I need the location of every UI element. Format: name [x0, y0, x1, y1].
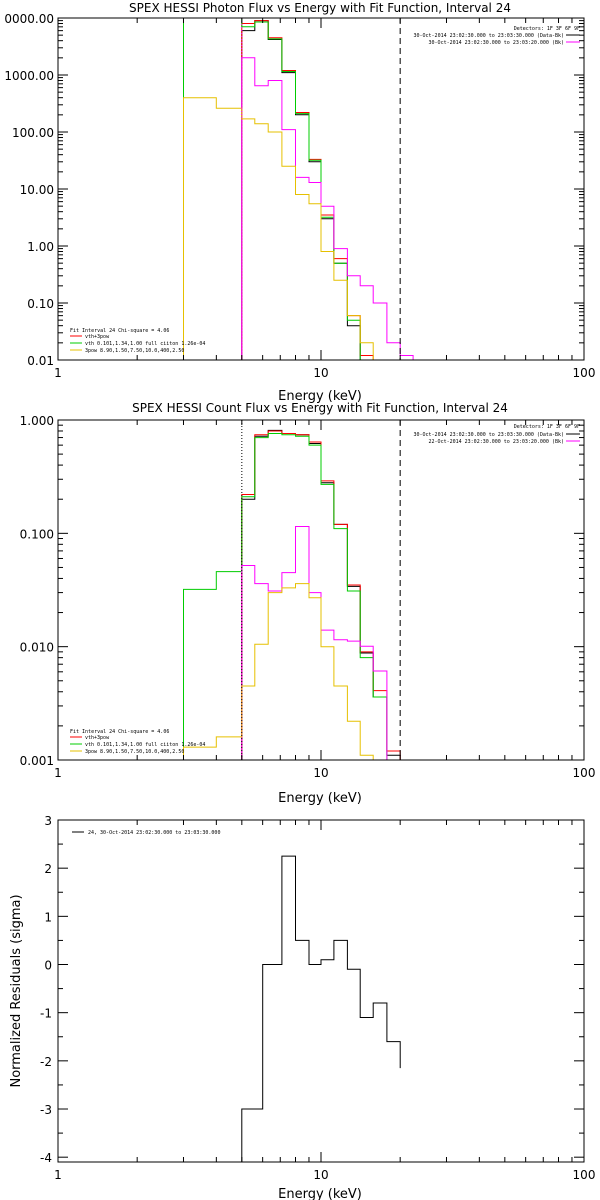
panel-2-axes: 1 10 100 0.001 0.010 0.100 1.000	[20, 414, 596, 780]
panel-1-ytick-label: 1.00	[27, 240, 54, 254]
panel-1-fit-legend: Fit Interval 24 Chi-square = 4.06 vth+3p…	[70, 328, 205, 354]
panel-1-xtick-label: 1	[54, 366, 62, 380]
panel-2-series-2	[183, 433, 388, 760]
panel-3-ytick-label: 1	[44, 910, 52, 924]
panel-1-series	[183, 17, 414, 361]
panel-2-series-4	[183, 583, 374, 760]
panel-2-title: SPEX HESSI Count Flux vs Energy with Fit…	[132, 401, 508, 415]
panel-1-ytick-label: 0.01	[27, 354, 54, 368]
panel-3-xlabel: Energy (keV)	[278, 1187, 362, 1200]
panel-2-time-legend-0: 30-Oct-2014 23:02:30.000 to 23:03:30.000…	[413, 432, 564, 438]
panel-3-ytick-label: -1	[40, 1007, 52, 1021]
panel-2-ytick-label: 0.100	[20, 527, 54, 541]
panel-1-time-legend: 30-Oct-2014 23:02:30.000 to 23:03:30.000…	[413, 33, 580, 46]
panel-3-ytick-label: 0	[44, 959, 52, 973]
panel-2-time-legend: 30-Oct-2014 23:02:30.000 to 23:03:30.000…	[413, 432, 580, 445]
panel-3-ytick-label: -3	[40, 1103, 52, 1117]
panel-3-legend: 24, 30-Oct-2014 23:02:30.000 to 23:03:30…	[72, 830, 220, 836]
panel-2-ytick-label: 0.010	[20, 641, 54, 655]
panel-1-detectors: Detectors: 1F 3F 6F 9F	[514, 26, 580, 32]
panel-photon-flux: SPEX HESSI Photon Flux vs Energy with Fi…	[4, 1, 595, 404]
panel-2-xtick-label: 100	[573, 766, 596, 780]
panel-2-xlabel: Energy (keV)	[278, 791, 362, 806]
panel-1-time-legend-1: 30-Oct-2014 23:02:30.000 to 23:03:20.000…	[429, 40, 564, 46]
panel-1-xtick-label: 10	[313, 366, 328, 380]
panel-2-series-3	[241, 526, 388, 760]
panel-2-fit-legend-1: vth+3pow	[85, 735, 110, 741]
panel-2-ytick-label: 0.001	[20, 754, 54, 768]
panel-2-xtick-label: 1	[54, 766, 62, 780]
panel-1-series-0	[241, 20, 374, 361]
panel-2-series	[183, 429, 401, 760]
panel-2-time-legend-1: 22-Oct-2014 23:02:30.000 to 23:03:20.000…	[429, 439, 564, 445]
panel-3-series-0	[241, 855, 401, 1162]
panel-1-ytick-label: 1000.00	[4, 69, 54, 83]
panel-1-series-1	[241, 20, 374, 360]
panel-1-ytick-label: 0.10	[27, 297, 54, 311]
panel-3-ytick-label: -2	[40, 1055, 52, 1069]
panel-3-xtick-label: 10	[313, 1168, 328, 1182]
panel-3-xtick-label: 100	[573, 1168, 596, 1182]
panel-count-flux: SPEX HESSI Count Flux vs Energy with Fit…	[20, 401, 596, 806]
panel-3-ytick-label: 2	[44, 862, 52, 876]
panel-3-frame	[57, 819, 585, 1163]
panel-1-fit-legend-0: Fit Interval 24 Chi-square = 4.06	[70, 328, 169, 334]
panel-3-ylabel: Normalized Residuals (sigma)	[9, 894, 24, 1087]
panel-1-fit-legend-2: vth 0.101,1.34,1.00 full ciiton 1.26e-04	[85, 341, 205, 347]
panel-1-ytick-label: 100.00	[12, 126, 54, 140]
panel-1-series-2	[183, 17, 374, 361]
panel-1-ytick-label: 0000.00	[4, 12, 54, 26]
panel-3-xtick-label: 1	[54, 1168, 62, 1182]
panel-2-ytick-label: 1.000	[20, 414, 54, 428]
panel-1-time-legend-0: 30-Oct-2014 23:02:30.000 to 23:03:30.000…	[413, 33, 564, 39]
panel-2-detectors: Detectors: 1F 3F 6F 9F	[514, 424, 580, 430]
panel-1-vlines	[241, 18, 401, 360]
panel-3-legend-0: 24, 30-Oct-2014 23:02:30.000 to 23:03:30…	[88, 830, 220, 836]
panel-1-xlabel: Energy (keV)	[278, 389, 362, 404]
panel-2-fit-legend-2: vth 0.101,1.34,1.00 full ciiton 1.26e-04	[85, 742, 205, 748]
panel-1-series-3	[241, 57, 414, 360]
panel-2-fit-legend-3: 3pow 8.90,1.50,7.50,10.0,400,2.50	[85, 749, 184, 755]
panel-3-series	[241, 855, 401, 1162]
panel-1-xtick-label: 100	[573, 366, 596, 380]
panel-1-ytick-label: 10.00	[20, 183, 54, 197]
panel-3-ytick-label: 3	[44, 814, 52, 828]
panel-1-title: SPEX HESSI Photon Flux vs Energy with Fi…	[129, 1, 511, 15]
panel-2-xtick-label: 10	[313, 766, 328, 780]
panel-2-fit-legend: Fit Interval 24 Chi-square = 4.06 vth+3p…	[70, 729, 205, 755]
panel-3-ytick-label: -4	[40, 1151, 52, 1165]
panel-1-fit-legend-3: 3pow 8.90,1.50,7.50,10.0,400,2.50	[85, 348, 184, 354]
panel-2-fit-legend-0: Fit Interval 24 Chi-square = 4.06	[70, 729, 169, 735]
panel-2-vlines	[241, 420, 401, 760]
panel-1-axes: 1 10 100 0.01 0.10 1.00 10.00 100.00 1000.00 0000…	[4, 12, 595, 380]
panel-1-fit-legend-1: vth+3pow	[85, 334, 110, 340]
